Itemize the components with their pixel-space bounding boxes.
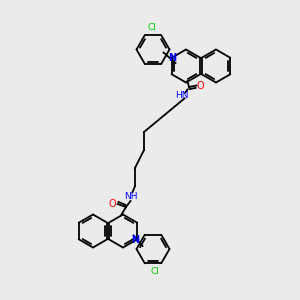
Text: Cl: Cl [147,22,156,32]
Text: N: N [168,53,177,64]
Text: Cl: Cl [150,267,159,276]
Text: HN: HN [175,91,188,100]
Text: N: N [131,235,139,245]
Text: O: O [109,199,116,209]
Text: NH: NH [124,192,137,201]
Text: O: O [196,80,204,91]
